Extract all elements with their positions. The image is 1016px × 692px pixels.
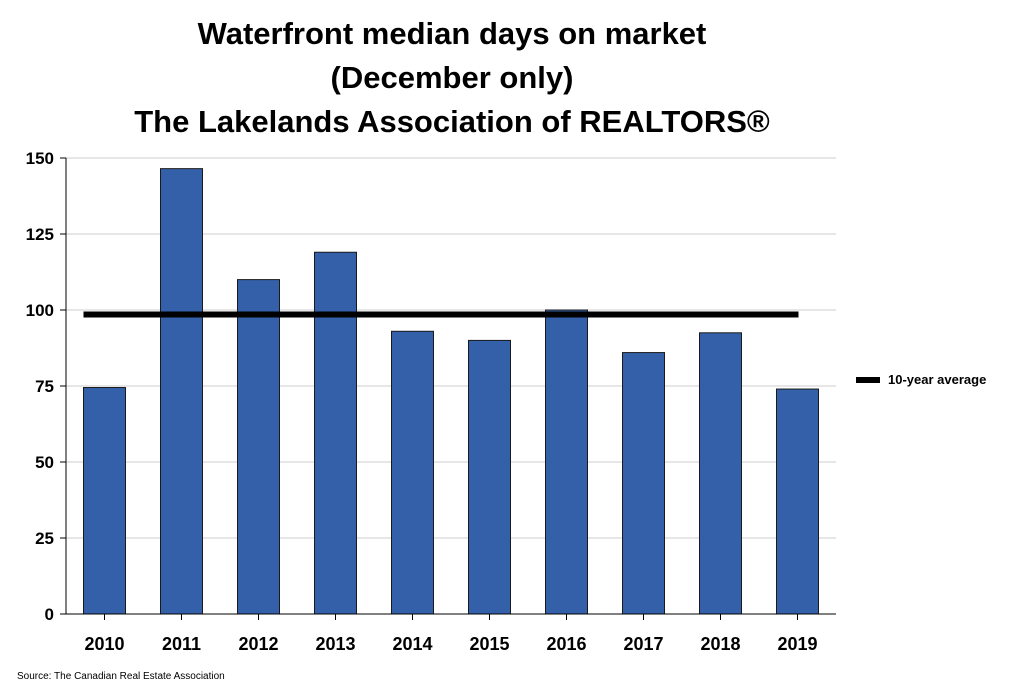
x-tick-label: 2012 [238,634,278,654]
x-tick-label: 2015 [469,634,509,654]
y-tick-label: 125 [26,225,54,244]
x-tick-label: 2016 [546,634,586,654]
y-tick-label: 50 [35,453,54,472]
bar-2016 [545,309,588,615]
chart-title-line-1: Waterfront median days on market [197,16,707,51]
bar-2014 [391,330,434,615]
legend-label: 10-year average [888,372,987,387]
chart-title-line-2: (December only) [330,60,574,95]
y-tick-label: 0 [45,605,54,624]
bar-2018 [699,332,742,615]
source-note: Source: The Canadian Real Estate Associa… [17,671,225,682]
y-tick-label: 100 [26,301,54,320]
chart-title: Waterfront median days on market (Decemb… [0,12,904,144]
x-tick-label: 2019 [777,634,817,654]
y-tick-label: 75 [35,377,54,396]
bar-2015 [468,339,511,615]
x-tick-label: 2011 [162,634,201,654]
x-tick-label: 2013 [315,634,355,654]
bar-2017 [622,352,665,615]
legend-line-swatch [856,376,880,383]
x-tick-label: 2017 [623,634,663,654]
x-tick-label: 2010 [84,634,124,654]
x-tick-label: 2014 [392,634,432,654]
legend: 10-year average [856,372,986,387]
y-tick-label: 25 [35,529,54,548]
bar-2012 [237,279,280,615]
bar-2019 [776,388,819,615]
bar-2010 [83,387,126,615]
y-tick-label: 150 [26,149,54,168]
bar-2011 [160,168,203,615]
chart-title-line-3: The Lakelands Association of REALTORS® [134,104,770,139]
x-tick-label: 2018 [700,634,740,654]
bar-2013 [314,251,357,615]
